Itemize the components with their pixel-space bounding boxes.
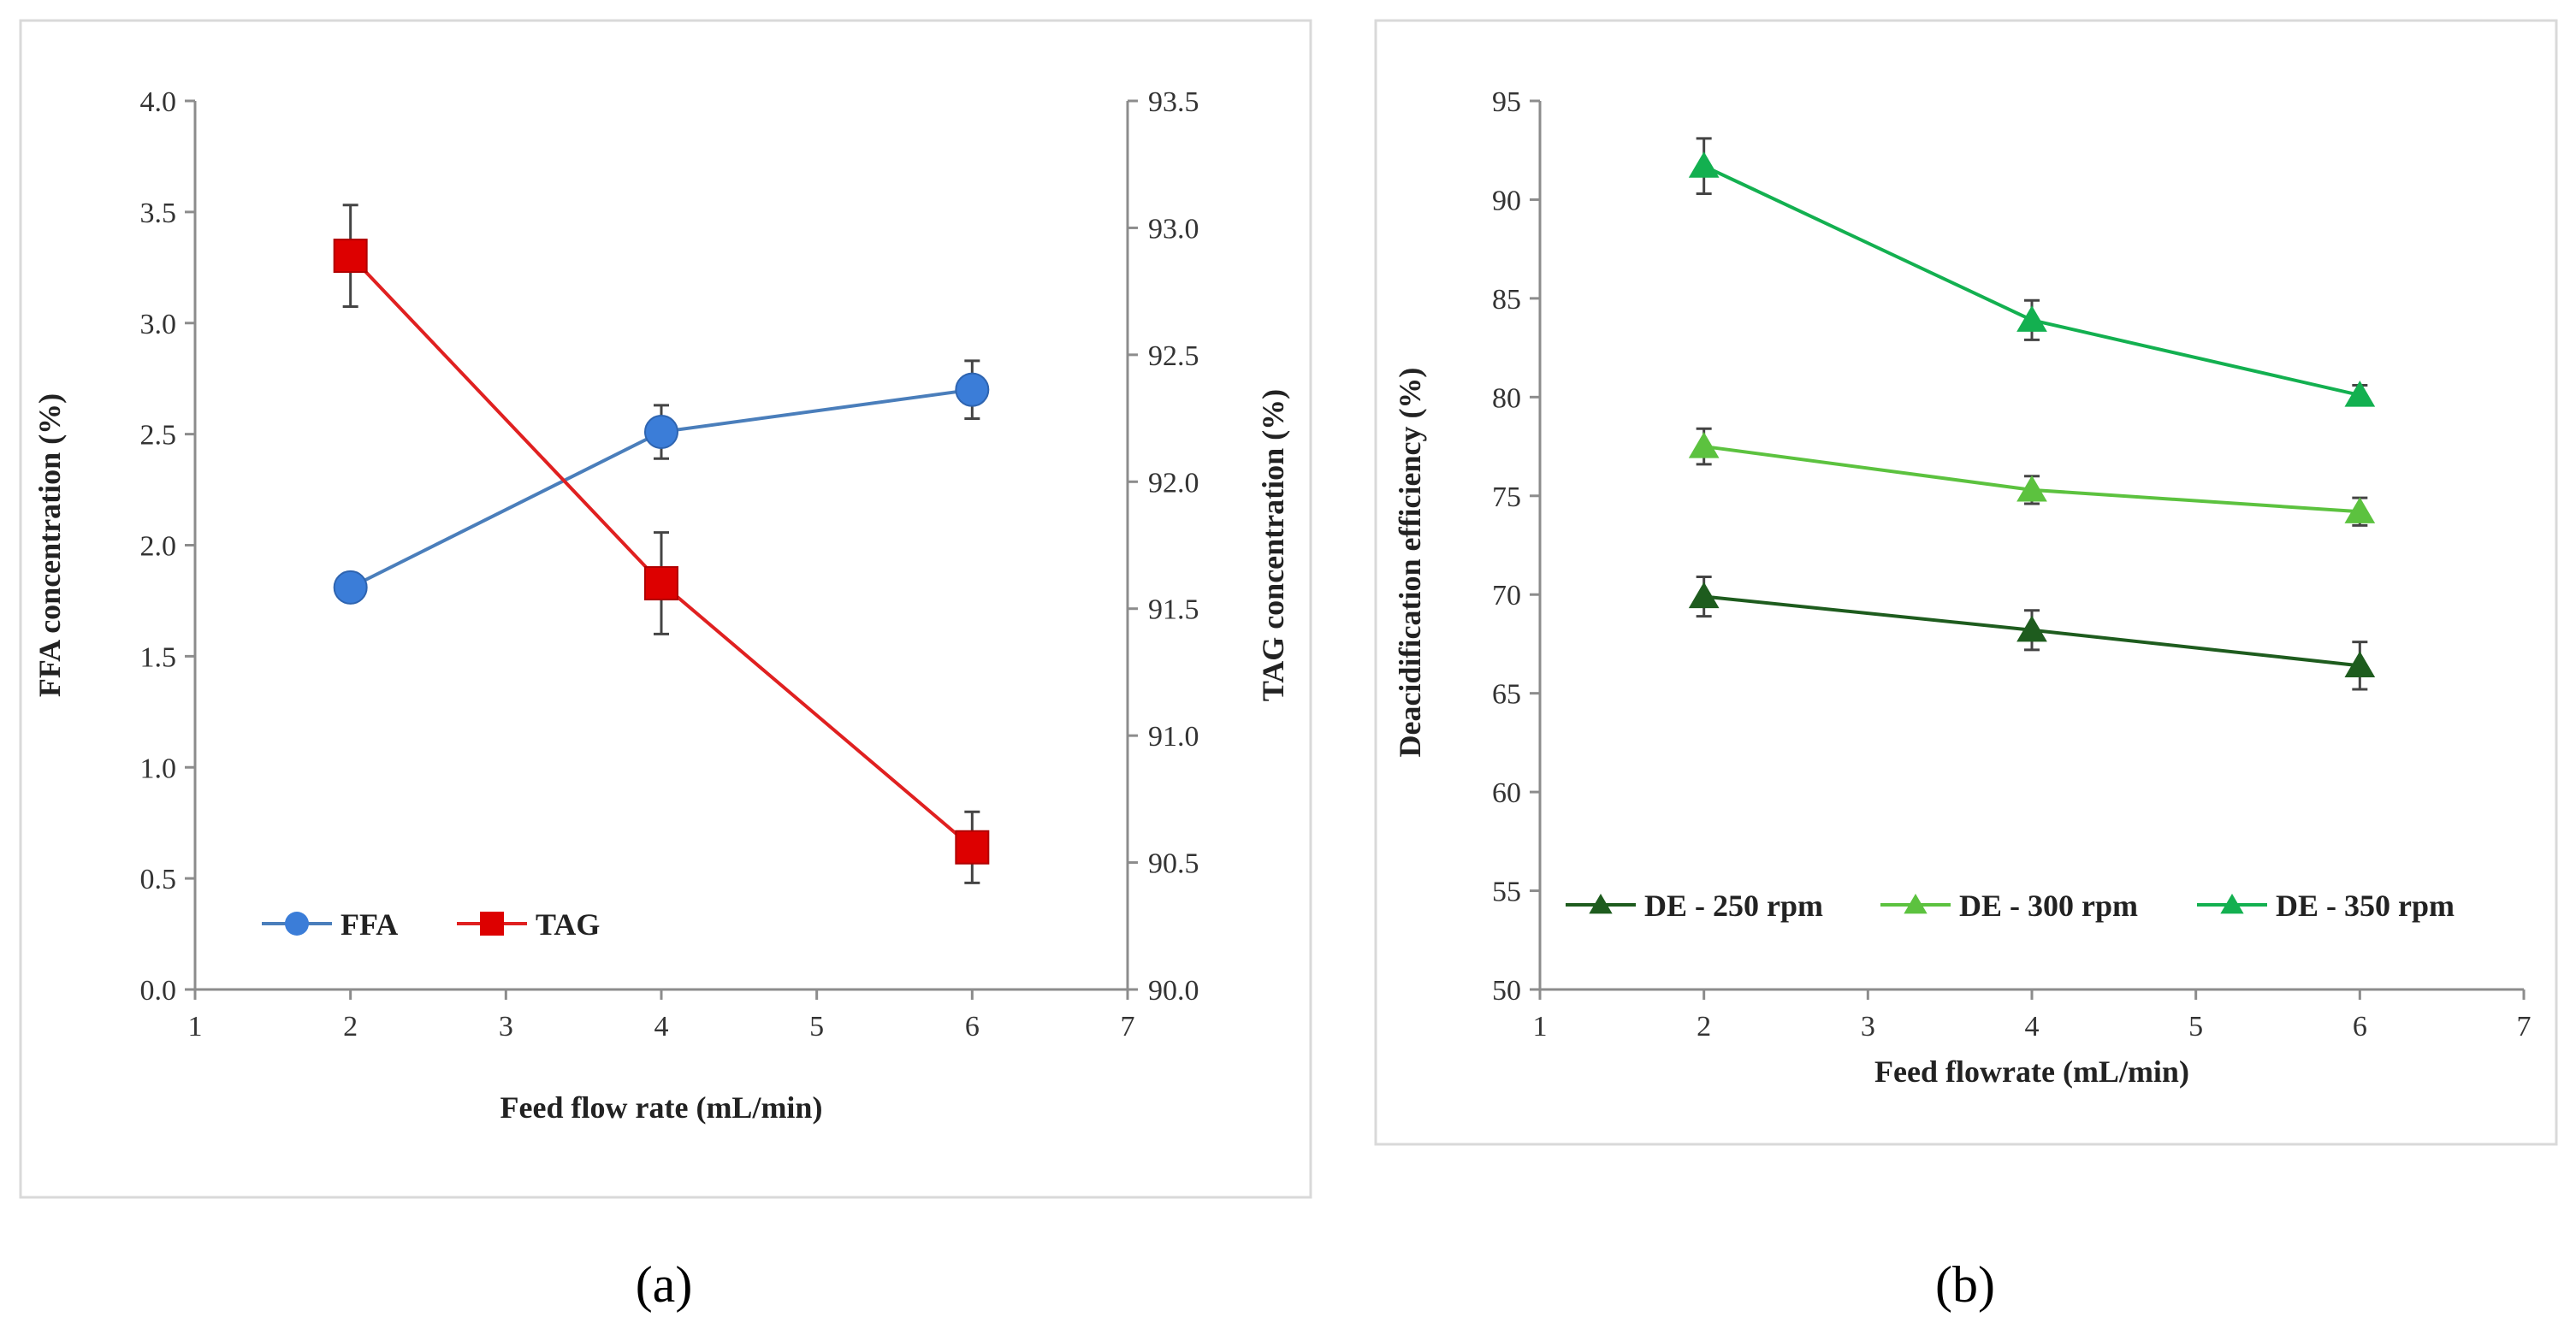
- panel-a-label: (a): [636, 1256, 693, 1313]
- data-point-series-1: [1688, 432, 1720, 458]
- y-left-tick-label: 2.5: [140, 420, 177, 452]
- x-tick-label: 5: [809, 1011, 824, 1043]
- legend-marker-0: [1589, 894, 1613, 914]
- panel-b-frame: [1374, 19, 2558, 1146]
- data-point-tag: [333, 239, 368, 274]
- y-tick-label: 80: [1492, 382, 1521, 414]
- legend-label-2: DE - 350 rpm: [2276, 889, 2455, 923]
- panel-a-chart: 1 2 3 4 5 6 7 0.0 0.5 1.0 1.5 2.0 2.5 3.0 3.5 4.0 90.0 90…: [33, 86, 1290, 1125]
- x-tick-label: 1: [188, 1011, 203, 1043]
- y-right-tick-label: 91.5: [1148, 594, 1199, 626]
- y-left-tick-label: 0.5: [140, 864, 177, 895]
- data-point-series-2: [1688, 151, 1720, 178]
- legend-label-ffa: FFA: [341, 907, 398, 942]
- x-tick-label: 4: [654, 1011, 669, 1043]
- data-point-series-1: [2016, 475, 2047, 502]
- y-right-tick-label: 90.5: [1148, 848, 1199, 880]
- y-left-tick-label: 1.0: [140, 753, 177, 784]
- legend-label-0: DE - 250 rpm: [1644, 889, 1823, 923]
- y-tick-label: 95: [1492, 86, 1521, 118]
- x-tick-label: 2: [1697, 1011, 1711, 1043]
- y-left-tick-label: 1.5: [140, 641, 177, 673]
- data-point-series-1: [2344, 497, 2376, 523]
- data-point-series-2: [2344, 381, 2376, 407]
- x-tick-label: 7: [1121, 1011, 1135, 1043]
- y-axis-title-right: TAG concentration (%): [1256, 389, 1290, 701]
- y-left-tick-label: 2.0: [140, 531, 177, 563]
- data-point-ffa: [333, 570, 368, 605]
- data-point-tag: [955, 830, 990, 865]
- legend-marker-ffa: [285, 912, 309, 936]
- legend-marker-1: [1904, 894, 1928, 914]
- y-left-tick-label: 0.0: [140, 975, 177, 1007]
- x-tick-label: 1: [1533, 1011, 1548, 1043]
- y-tick-label: 55: [1492, 877, 1521, 908]
- y-tick-label: 65: [1492, 679, 1521, 711]
- y-axis-title-left: FFA concentration (%): [33, 393, 67, 697]
- y-left-tick-label: 3.0: [140, 309, 177, 340]
- x-tick-label: 3: [499, 1011, 513, 1043]
- x-axis-title: Feed flowrate (mL/min): [1874, 1054, 2189, 1089]
- legend-label-tag: TAG: [536, 907, 600, 942]
- y-left-tick-label: 3.5: [140, 198, 177, 229]
- data-point-ffa: [955, 372, 990, 407]
- y-right-tick-label: 92.5: [1148, 340, 1199, 372]
- x-tick-label: 6: [965, 1011, 980, 1043]
- y-tick-label: 75: [1492, 481, 1521, 513]
- y-right-tick-label: 90.0: [1148, 975, 1199, 1007]
- legend-label-1: DE - 300 rpm: [1959, 889, 2138, 923]
- y-tick-label: 50: [1492, 975, 1521, 1007]
- data-point-series-2: [2016, 305, 2047, 332]
- data-point-ffa: [644, 415, 678, 450]
- panel-a-frame: [19, 19, 1312, 1199]
- x-tick-label: 6: [2353, 1011, 2367, 1043]
- x-tick-label: 4: [2025, 1011, 2040, 1043]
- x-tick-label: 2: [343, 1011, 358, 1043]
- x-axis-title: Feed flow rate (mL/min): [500, 1090, 823, 1125]
- panel-b-chart: 1 2 3 4 5 6 7 50 55 60 65 70 75 80 85 90 95 Feed flowrate…: [1393, 86, 2532, 1089]
- y-right-tick-label: 92.0: [1148, 467, 1199, 499]
- data-point-series-0: [1688, 582, 1720, 609]
- y-right-tick-label: 93.0: [1148, 213, 1199, 245]
- y-right-tick-label: 91.0: [1148, 721, 1199, 753]
- panel-b-label: (b): [1935, 1256, 1995, 1313]
- data-point-series-0: [2016, 615, 2047, 642]
- legend-marker-2: [2220, 894, 2244, 914]
- y-tick-label: 90: [1492, 185, 1521, 216]
- y-left-tick-label: 4.0: [140, 86, 177, 118]
- y-tick-label: 70: [1492, 580, 1521, 611]
- legend-marker-tag: [480, 912, 504, 936]
- x-tick-label: 3: [1861, 1011, 1875, 1043]
- y-right-tick-label: 93.5: [1148, 86, 1199, 118]
- y-tick-label: 85: [1492, 284, 1521, 316]
- x-tick-label: 7: [2517, 1011, 2532, 1043]
- data-point-tag: [644, 566, 678, 601]
- data-point-series-0: [2344, 651, 2376, 677]
- y-axis-title: Deacidification efficiency (%): [1393, 368, 1427, 758]
- x-tick-label: 5: [2188, 1011, 2203, 1043]
- y-tick-label: 60: [1492, 777, 1521, 809]
